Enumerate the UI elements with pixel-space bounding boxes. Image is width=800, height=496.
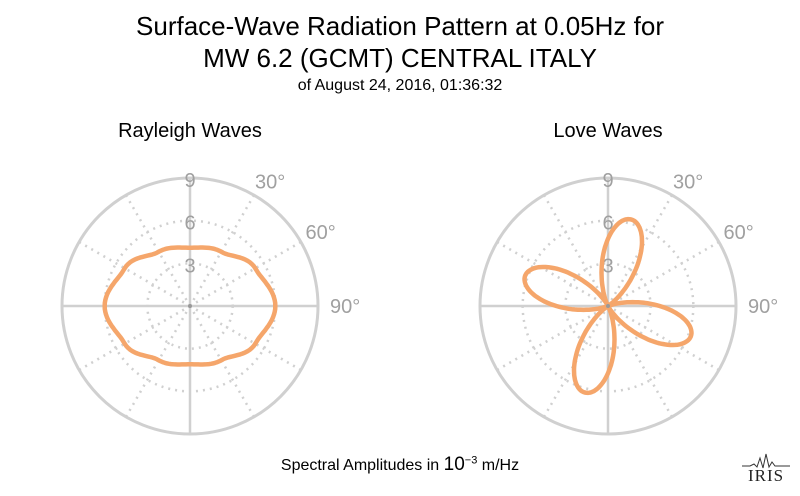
radial-tick-label: 3 bbox=[184, 255, 195, 277]
angular-tick-label: 60° bbox=[306, 222, 336, 244]
units-unit: m/Hz bbox=[477, 457, 520, 474]
iris-logo: IRIS bbox=[740, 452, 792, 486]
polar-spoke-60 bbox=[607, 240, 720, 308]
polar-spoke-60 bbox=[189, 240, 302, 308]
radial-tick-label: 6 bbox=[602, 213, 613, 235]
polar-spoke-120 bbox=[607, 304, 720, 372]
rayleigh-subtitle: Rayleigh Waves bbox=[118, 120, 262, 142]
units-prefix: Spectral Amplitudes in bbox=[280, 457, 444, 474]
polar-spoke-240 bbox=[78, 304, 191, 372]
radial-tick-label: 9 bbox=[184, 170, 195, 192]
angular-tick-label: 30° bbox=[255, 171, 285, 193]
seismogram-icon bbox=[742, 453, 790, 469]
angular-tick-label: 30° bbox=[673, 171, 703, 193]
polar-spoke-330 bbox=[542, 194, 610, 307]
polar-spoke-120 bbox=[189, 304, 302, 372]
radial-tick-label: 9 bbox=[602, 170, 613, 192]
rayleigh-pattern-line bbox=[102, 245, 278, 367]
chart-title-line1: Surface-Wave Radiation Pattern at 0.05Hz… bbox=[136, 11, 664, 41]
radial-tick-label: 6 bbox=[184, 213, 195, 235]
polar-origin-dot bbox=[606, 304, 610, 308]
polar-origin-dot bbox=[188, 304, 192, 308]
amplitude-units-label: Spectral Amplitudes in 10−3 m/Hz bbox=[0, 454, 800, 476]
units-base: 10 bbox=[443, 454, 465, 475]
polar-spoke-300 bbox=[496, 240, 609, 308]
polar-spoke-150 bbox=[606, 305, 674, 418]
angular-tick-label: 60° bbox=[724, 222, 754, 244]
chart-title-line2: MW 6.2 (GCMT) CENTRAL ITALY bbox=[203, 43, 597, 73]
logo-text: IRIS bbox=[747, 466, 785, 485]
love-pattern-line bbox=[522, 216, 694, 396]
chart-title-date: of August 24, 2016, 01:36:32 bbox=[297, 77, 503, 94]
polar-spoke-240 bbox=[496, 304, 609, 372]
love-subtitle: Love Waves bbox=[553, 120, 663, 142]
angular-tick-label: 90° bbox=[748, 296, 778, 318]
polar-spoke-300 bbox=[78, 240, 191, 308]
units-exponent: −3 bbox=[464, 454, 478, 467]
radial-tick-label: 3 bbox=[602, 255, 613, 277]
angular-tick-label: 90° bbox=[330, 296, 360, 318]
